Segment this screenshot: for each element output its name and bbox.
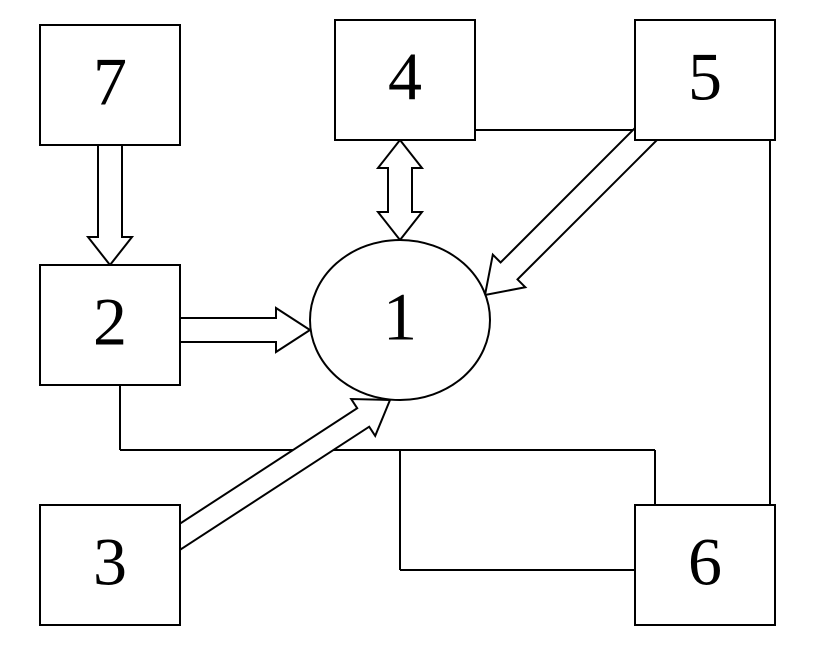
node-label-n6: 6 xyxy=(688,524,722,600)
node-label-center: 1 xyxy=(383,279,417,355)
arrow-a3to1 xyxy=(169,399,390,549)
arrow-a7to2 xyxy=(88,145,132,265)
node-label-n7: 7 xyxy=(93,44,127,120)
node-label-n4: 4 xyxy=(388,39,422,115)
node-label-n3: 3 xyxy=(93,524,127,600)
arrow-a5to1 xyxy=(485,122,659,296)
node-label-n2: 2 xyxy=(93,284,127,360)
node-label-n5: 5 xyxy=(688,39,722,115)
arrow-a2to1 xyxy=(180,308,310,352)
arrow-a4to1 xyxy=(378,140,422,240)
